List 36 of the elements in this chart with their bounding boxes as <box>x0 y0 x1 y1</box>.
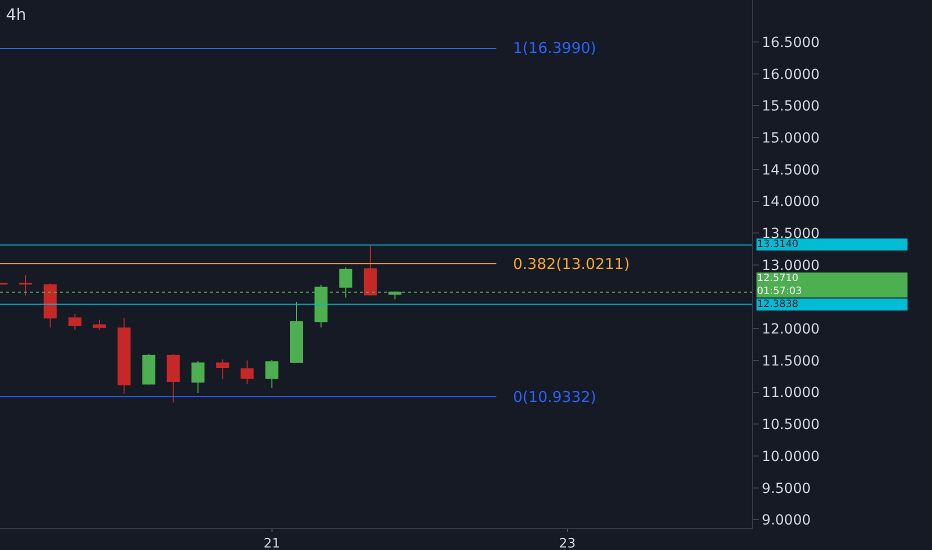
candlestick <box>142 354 156 386</box>
candlestick <box>191 360 204 394</box>
ref-line-label: 12.3838 <box>757 299 798 310</box>
ref-line-label: 0(10.9332) <box>513 388 596 406</box>
y-tick-label: 15.5000 <box>762 98 820 115</box>
y-tick-label: 9.0000 <box>762 512 811 529</box>
y-tick-label: 11.0000 <box>762 385 820 402</box>
candlestick <box>265 359 278 388</box>
candlestick <box>240 360 254 385</box>
ref-line-label: 12.5710 <box>757 273 798 284</box>
y-tick-label: 16.0000 <box>762 66 820 83</box>
y-tick-label: 10.0000 <box>762 448 820 465</box>
candlestick <box>166 354 180 404</box>
y-tick-label: 14.0000 <box>762 194 820 210</box>
y-tick-label: 12.0000 <box>762 322 820 338</box>
candlestick <box>364 244 377 296</box>
x-tick-label: 21 <box>264 536 280 550</box>
chart-title: 4h <box>6 5 26 24</box>
candlestick <box>68 314 82 330</box>
y-tick-label: 9.5000 <box>762 480 811 497</box>
candlestick <box>19 274 32 296</box>
y-tick-label: 13.0000 <box>762 258 820 274</box>
y-tick-label: 11.5000 <box>762 353 820 370</box>
text: 01:57:03 <box>757 286 802 297</box>
candlestick <box>118 317 131 394</box>
ref-line-label: 1(16.3990) <box>513 39 596 57</box>
y-tick-label: 16.5000 <box>762 34 820 51</box>
y-tick-label: 10.5000 <box>762 417 820 434</box>
candlestick <box>44 282 57 328</box>
x-tick-label: 23 <box>559 536 576 550</box>
candlestick <box>216 358 230 380</box>
ref-line-label: 0.382(13.0211) <box>513 255 630 273</box>
candlestick <box>92 319 106 330</box>
candlestick <box>290 301 304 363</box>
y-tick-label: 15.0000 <box>762 130 820 146</box>
y-tick-label: 14.5000 <box>762 162 820 178</box>
